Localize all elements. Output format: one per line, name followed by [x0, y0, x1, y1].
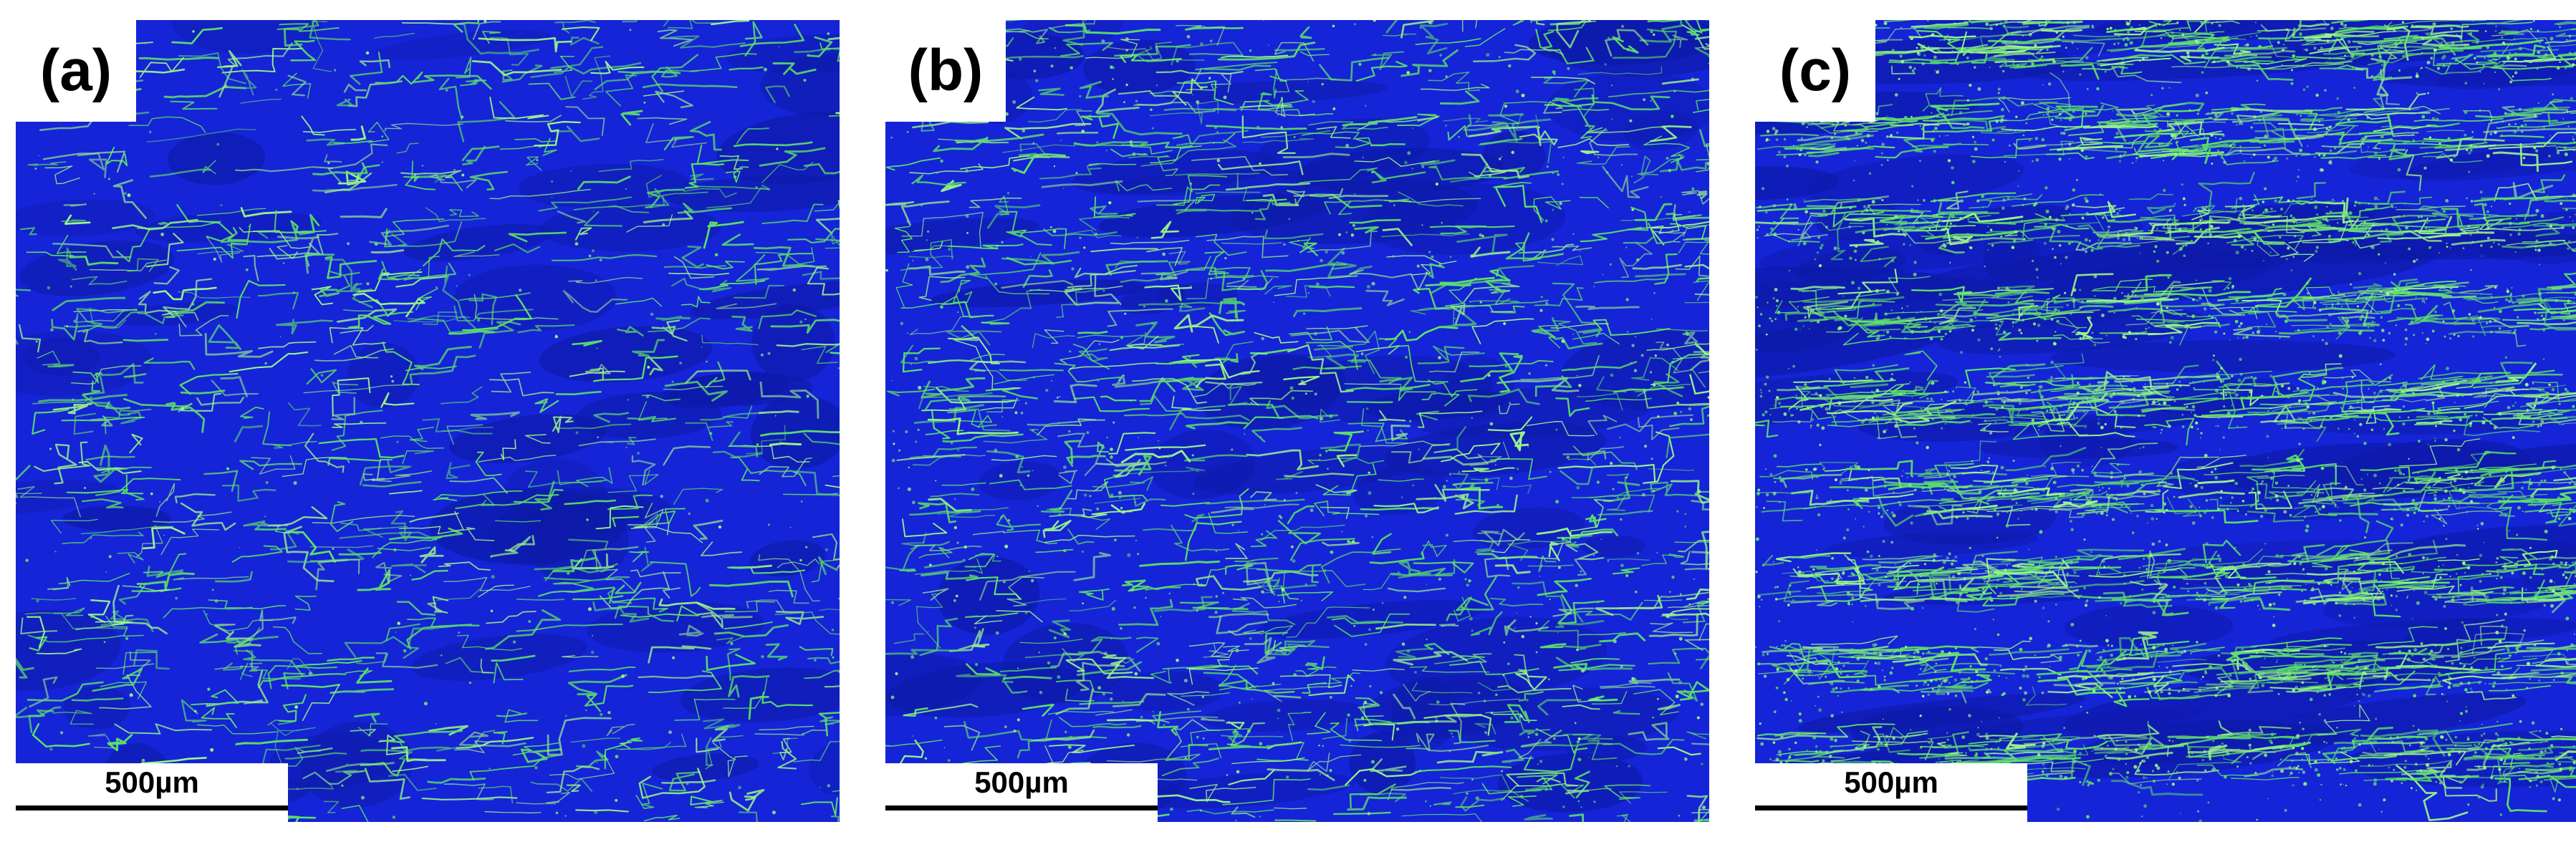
panel-label: (a) — [39, 38, 112, 103]
micrograph-panel-c: (c) 500µm — [1755, 20, 2576, 822]
micrograph-panel-b: (b) 500µm — [885, 20, 1709, 822]
scale-bar: 500µm — [1755, 763, 2027, 822]
grain-boundary-map-c — [1755, 20, 2576, 822]
scale-bar-line — [16, 805, 288, 810]
panel-label-box: (c) — [1755, 20, 1875, 122]
panel-label-box: (b) — [885, 20, 1006, 122]
scale-bar-label: 500µm — [974, 765, 1069, 799]
grain-boundary-map-a — [16, 20, 840, 822]
panel-label: (c) — [1779, 38, 1852, 103]
scale-bar-line — [885, 805, 1158, 810]
panel-label-box: (a) — [16, 20, 136, 122]
panel-label: (b) — [908, 38, 984, 103]
scale-bar-label: 500µm — [105, 765, 199, 799]
scale-bar-line — [1755, 805, 2027, 810]
scale-bar: 500µm — [16, 763, 288, 822]
scale-bar-label: 500µm — [1844, 765, 1938, 799]
scale-bar: 500µm — [885, 763, 1158, 822]
grain-boundary-map-b — [885, 20, 1709, 822]
micrograph-panel-a: (a) 500µm — [16, 20, 840, 822]
